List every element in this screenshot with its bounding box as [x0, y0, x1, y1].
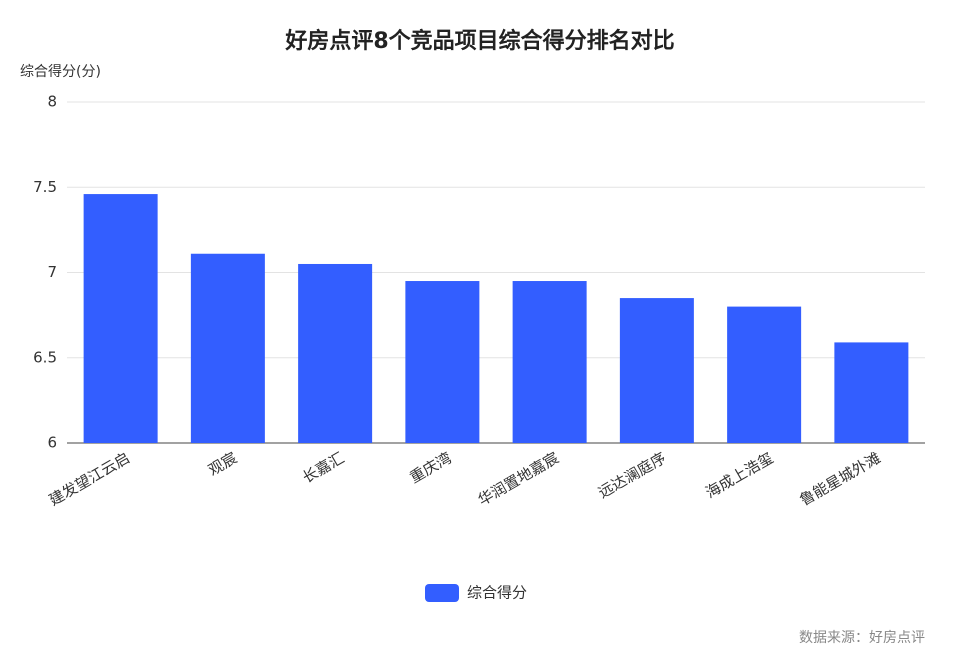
- bar: [619, 298, 694, 443]
- y-tick-label: 6: [47, 434, 57, 452]
- x-tick-label: 海成上浩玺: [702, 449, 776, 502]
- x-tick-label: 建发望江云启: [46, 449, 133, 510]
- legend-label: 综合得分: [467, 584, 527, 602]
- legend-swatch: [425, 584, 459, 602]
- bar: [834, 342, 909, 443]
- y-tick-label: 6.5: [33, 348, 57, 366]
- y-tick-label: 8: [47, 93, 57, 111]
- y-axis-label: 综合得分(分): [20, 63, 101, 80]
- bar: [405, 281, 480, 443]
- x-tick-label: 长嘉汇: [299, 449, 347, 487]
- x-tick-label: 远达澜庭序: [595, 449, 669, 502]
- x-tick-label: 观宸: [205, 449, 240, 480]
- chart-title: 好房点评8个竞品项目综合得分排名对比: [284, 28, 674, 54]
- bar: [512, 281, 587, 443]
- bar: [190, 253, 265, 443]
- y-tick-label: 7: [47, 263, 57, 281]
- y-tick-label: 7.5: [33, 178, 57, 196]
- x-tick-label: 鲁能星城外滩: [797, 449, 884, 510]
- source-note: 数据来源：好房点评: [799, 630, 925, 646]
- x-tick-label: 华润置地嘉宸: [475, 449, 562, 510]
- bar: [83, 194, 158, 443]
- bar: [727, 306, 802, 443]
- x-tick-label: 重庆湾: [407, 449, 455, 487]
- bar: [298, 263, 373, 443]
